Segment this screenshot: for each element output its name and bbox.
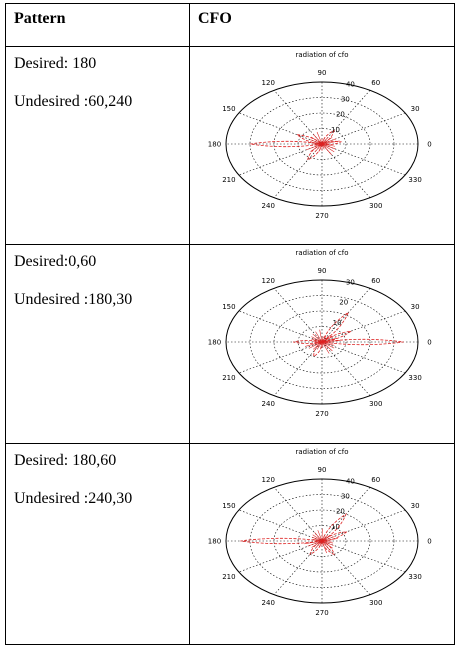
angle-label: 150	[222, 502, 235, 510]
header-cell: CFO	[190, 4, 455, 47]
polar-plot: radiation of cfo906030033030027024021018…	[190, 245, 454, 438]
pattern-text: Desired:0,60	[14, 253, 189, 271]
radius-label: 20	[336, 111, 345, 119]
pattern-text: Undesired :60,240	[14, 93, 189, 111]
pattern-cell: Desired: 180 Undesired :60,240	[6, 47, 190, 245]
angle-label: 120	[262, 476, 275, 484]
angle-label: 300	[369, 400, 382, 408]
angle-label: 240	[262, 202, 275, 210]
table-row: Desired:0,60 Undesired :180,30 radiation o…	[6, 245, 455, 444]
angle-label: 300	[369, 599, 382, 607]
angle-label: 30	[411, 303, 420, 311]
angle-label: 210	[222, 176, 235, 184]
radius-label: 20	[339, 299, 348, 307]
results-table: Pattern CFO Desired: 180 Undesired :60,24…	[5, 3, 455, 645]
radius-label: 30	[341, 96, 350, 104]
angle-label: 180	[208, 141, 221, 149]
polar-plot: radiation of cfo906030033030027024021018…	[190, 444, 454, 639]
angle-label: 30	[411, 502, 420, 510]
pattern-text: Undesired :240,30	[14, 490, 189, 508]
radius-label: 20	[336, 508, 345, 516]
pattern-text: Desired: 180	[14, 55, 189, 73]
angle-label: 60	[371, 476, 380, 484]
angle-label: 0	[427, 339, 431, 347]
polar-plot: radiation of cfo906030033030027024021018…	[190, 47, 454, 239]
table-row: Desired: 180 Undesired :60,240 radiation o…	[6, 47, 455, 245]
angle-label: 90	[318, 69, 327, 77]
angle-label: 330	[408, 176, 421, 184]
angle-label: 150	[222, 303, 235, 311]
angle-label: 0	[427, 141, 431, 149]
angle-label: 300	[369, 202, 382, 210]
header-cell: Pattern	[6, 4, 190, 47]
angle-label: 90	[318, 267, 327, 275]
angle-label: 270	[315, 212, 328, 220]
angle-label: 210	[222, 374, 235, 382]
table-row: Desired: 180,60 Undesired :240,30 radiatio…	[6, 444, 455, 645]
radius-label: 30	[341, 493, 350, 501]
angle-label: 120	[262, 79, 275, 87]
angle-label: 60	[371, 79, 380, 87]
angle-label: 180	[208, 339, 221, 347]
pattern-lobe	[322, 339, 404, 344]
angle-label: 330	[408, 374, 421, 382]
angle-label: 270	[315, 609, 328, 617]
angle-label: 120	[262, 277, 275, 285]
angle-label: 270	[315, 410, 328, 418]
plot-title: radiation of cfo	[295, 249, 348, 257]
angle-label: 240	[262, 400, 275, 408]
radius-label: 30	[346, 278, 355, 286]
pattern-cell: Desired:0,60 Undesired :180,30	[6, 245, 190, 444]
angle-label: 330	[408, 573, 421, 581]
angle-label: 240	[262, 599, 275, 607]
radius-label: 10	[331, 126, 340, 134]
plot-title: radiation of cfo	[295, 448, 348, 456]
radius-label: 40	[346, 477, 355, 485]
angle-label: 180	[208, 538, 221, 546]
angle-label: 60	[371, 277, 380, 285]
pattern-cell: Desired: 180,60 Undesired :240,30	[6, 444, 190, 645]
header-row: Pattern CFO	[6, 4, 455, 47]
angle-label: 90	[318, 466, 327, 474]
radius-label: 40	[346, 80, 355, 88]
pattern-text: Undesired :180,30	[14, 291, 189, 309]
pattern-text: Desired: 180,60	[14, 452, 189, 470]
angle-label: 0	[427, 538, 431, 546]
plot-title: radiation of cfo	[295, 51, 348, 59]
angle-label: 150	[222, 105, 235, 113]
angle-label: 30	[411, 105, 420, 113]
angle-label: 210	[222, 573, 235, 581]
